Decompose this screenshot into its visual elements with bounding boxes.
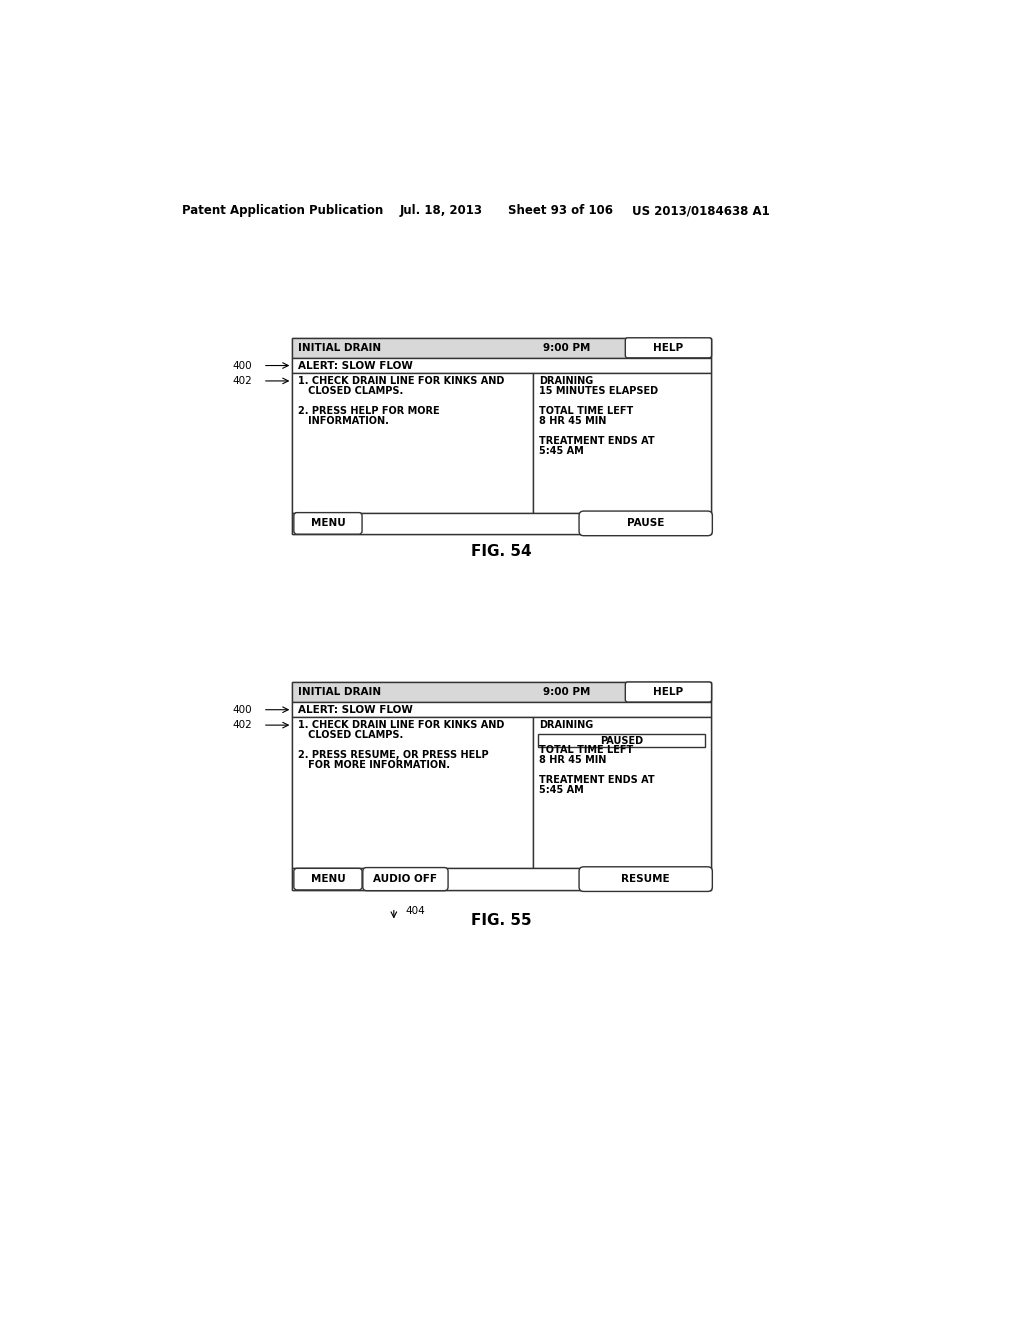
Text: 5:45 AM: 5:45 AM xyxy=(540,785,584,795)
Bar xyxy=(292,512,711,535)
Text: FIG. 55: FIG. 55 xyxy=(471,913,531,928)
Text: 5:45 AM: 5:45 AM xyxy=(540,446,584,455)
Text: TREATMENT ENDS AT: TREATMENT ENDS AT xyxy=(540,775,654,785)
Text: CLOSED CLAMPS.: CLOSED CLAMPS. xyxy=(299,730,403,741)
Text: Sheet 93 of 106: Sheet 93 of 106 xyxy=(508,205,612,218)
Text: 2. PRESS HELP FOR MORE: 2. PRESS HELP FOR MORE xyxy=(299,407,440,416)
Text: CLOSED CLAMPS.: CLOSED CLAMPS. xyxy=(299,385,403,396)
Text: MENU: MENU xyxy=(310,874,345,884)
Text: ALERT: SLOW FLOW: ALERT: SLOW FLOW xyxy=(299,705,414,714)
Text: PAUSE: PAUSE xyxy=(627,519,665,528)
Bar xyxy=(539,734,706,747)
Text: 1. CHECK DRAIN LINE FOR KINKS AND: 1. CHECK DRAIN LINE FOR KINKS AND xyxy=(299,721,505,730)
FancyBboxPatch shape xyxy=(579,511,713,536)
Text: INITIAL DRAIN: INITIAL DRAIN xyxy=(299,343,382,352)
Text: US 2013/0184638 A1: US 2013/0184638 A1 xyxy=(632,205,769,218)
Text: FIG. 54: FIG. 54 xyxy=(471,544,531,558)
Text: INFORMATION.: INFORMATION. xyxy=(299,416,389,426)
Bar xyxy=(292,682,711,890)
FancyBboxPatch shape xyxy=(579,867,713,891)
FancyBboxPatch shape xyxy=(626,682,712,702)
Bar xyxy=(292,718,532,869)
Bar xyxy=(292,682,711,702)
FancyBboxPatch shape xyxy=(294,512,362,535)
Text: PAUSED: PAUSED xyxy=(600,735,643,746)
Text: RESUME: RESUME xyxy=(622,874,670,884)
Text: Patent Application Publication: Patent Application Publication xyxy=(182,205,384,218)
Text: DRAINING: DRAINING xyxy=(540,376,593,385)
Text: 2. PRESS RESUME, OR PRESS HELP: 2. PRESS RESUME, OR PRESS HELP xyxy=(299,750,489,760)
FancyBboxPatch shape xyxy=(362,867,449,891)
Text: AUDIO OFF: AUDIO OFF xyxy=(374,874,437,884)
Text: 400: 400 xyxy=(232,705,252,714)
Text: DRAINING: DRAINING xyxy=(540,721,593,730)
Text: 402: 402 xyxy=(232,721,252,730)
FancyBboxPatch shape xyxy=(294,869,362,890)
Text: TREATMENT ENDS AT: TREATMENT ENDS AT xyxy=(540,436,654,446)
Text: 8 HR 45 MIN: 8 HR 45 MIN xyxy=(540,416,606,426)
Text: 404: 404 xyxy=(406,907,425,916)
Bar xyxy=(292,869,711,890)
Text: MENU: MENU xyxy=(310,519,345,528)
Bar xyxy=(532,718,711,869)
Text: 15 MINUTES ELAPSED: 15 MINUTES ELAPSED xyxy=(540,385,658,396)
Text: 400: 400 xyxy=(232,360,252,371)
Text: 9:00 PM: 9:00 PM xyxy=(544,686,591,697)
Text: TOTAL TIME LEFT: TOTAL TIME LEFT xyxy=(540,407,634,416)
Bar xyxy=(292,702,711,718)
Text: Jul. 18, 2013: Jul. 18, 2013 xyxy=(399,205,482,218)
Text: 9:00 PM: 9:00 PM xyxy=(544,343,591,352)
Text: ALERT: SLOW FLOW: ALERT: SLOW FLOW xyxy=(299,360,414,371)
Text: INITIAL DRAIN: INITIAL DRAIN xyxy=(299,686,382,697)
Text: HELP: HELP xyxy=(653,343,683,352)
Text: 402: 402 xyxy=(232,376,252,385)
Bar xyxy=(292,338,711,535)
Bar xyxy=(292,374,532,512)
Text: 1. CHECK DRAIN LINE FOR KINKS AND: 1. CHECK DRAIN LINE FOR KINKS AND xyxy=(299,376,505,385)
Bar xyxy=(532,374,711,512)
FancyBboxPatch shape xyxy=(626,338,712,358)
Bar xyxy=(292,358,711,374)
Bar xyxy=(292,338,711,358)
Text: TOTAL TIME LEFT: TOTAL TIME LEFT xyxy=(540,744,634,755)
Text: HELP: HELP xyxy=(653,686,683,697)
Text: 8 HR 45 MIN: 8 HR 45 MIN xyxy=(540,755,606,764)
Text: FOR MORE INFORMATION.: FOR MORE INFORMATION. xyxy=(299,760,451,770)
